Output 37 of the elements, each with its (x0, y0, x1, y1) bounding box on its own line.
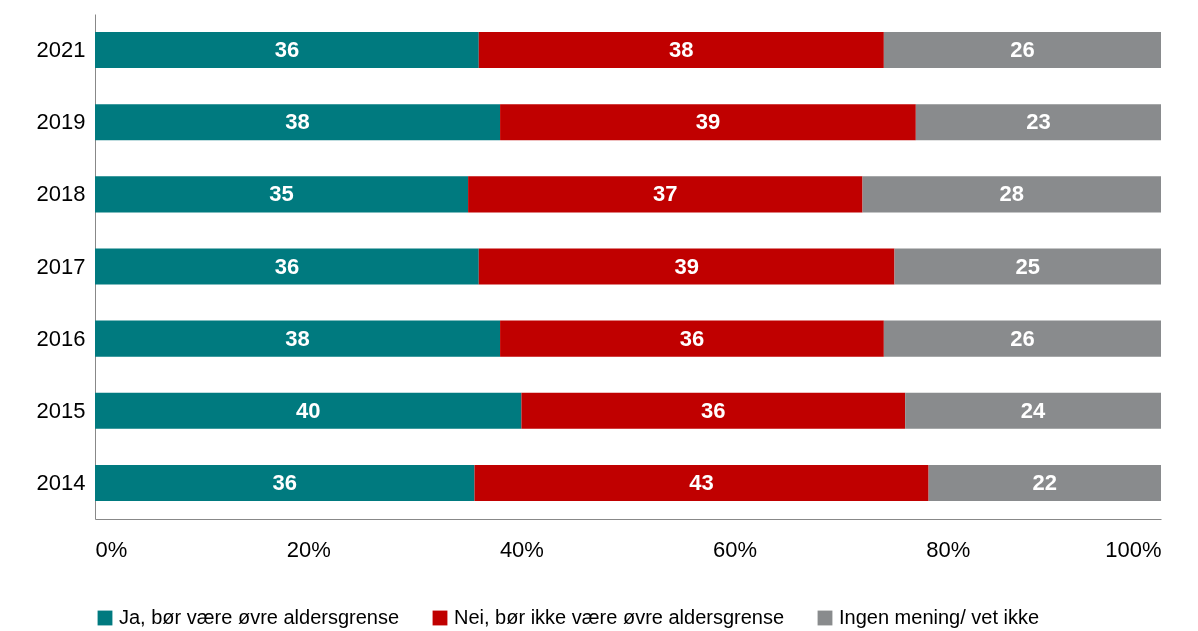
data-label: 38 (669, 37, 694, 63)
data-label: 40 (295, 397, 321, 423)
legend-label: Nei, bør ikke være øvre aldersgrense (454, 606, 785, 628)
x-tick-label: 20% (286, 536, 331, 562)
data-label: 37 (653, 181, 678, 207)
y-tick-label: 2018 (36, 181, 86, 207)
data-label: 22 (1032, 469, 1058, 495)
data-label: 26 (1010, 37, 1035, 63)
y-tick-label: 2021 (36, 37, 86, 63)
data-label: 43 (689, 469, 714, 495)
data-label: 28 (999, 181, 1024, 207)
y-tick-label: 2016 (36, 325, 86, 351)
data-label: 35 (269, 181, 294, 207)
data-label: 39 (695, 109, 721, 135)
data-label: 38 (285, 325, 310, 351)
x-tick-label: 100% (1105, 536, 1162, 562)
y-tick-label: 2017 (36, 253, 86, 279)
y-tick-label: 2014 (36, 469, 86, 495)
data-label: 38 (285, 109, 310, 135)
data-label: 39 (674, 253, 699, 279)
data-label: 24 (1020, 397, 1047, 423)
x-tick-label: 0% (95, 536, 128, 562)
x-tick-label: 40% (499, 536, 544, 562)
y-tick-label: 2019 (36, 109, 86, 135)
x-tick-label: 80% (926, 536, 971, 562)
data-label: 25 (1015, 253, 1040, 279)
data-label: 36 (272, 469, 297, 495)
x-tick-label: 60% (713, 536, 758, 562)
data-label: 26 (1010, 325, 1035, 351)
y-tick-label: 2015 (36, 397, 86, 423)
data-label: 36 (701, 397, 726, 423)
legend-label: Ingen mening/ vet ikke (839, 606, 1040, 628)
data-label: 36 (679, 325, 705, 351)
data-label: 23 (1026, 109, 1051, 135)
data-label: 36 (274, 37, 300, 63)
legend-label: Ja, bør være øvre aldersgrense (119, 606, 400, 628)
data-label: 36 (274, 253, 300, 279)
